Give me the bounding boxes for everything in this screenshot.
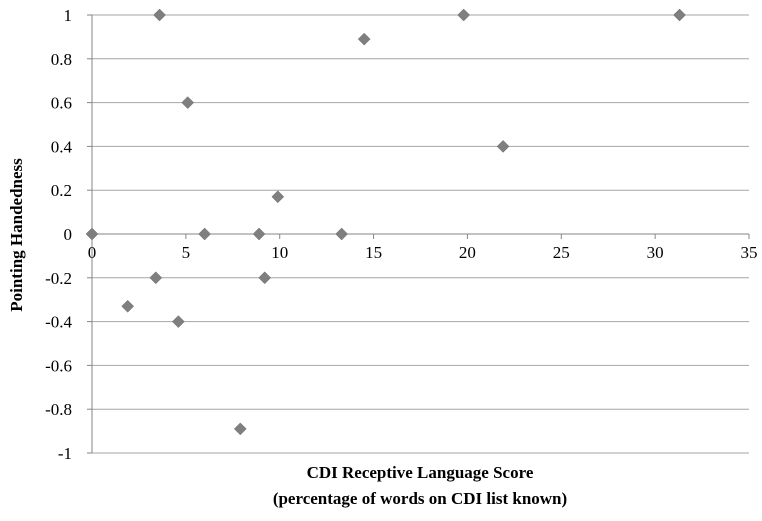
x-tick-label: 25 — [553, 243, 570, 262]
y-tick-label: -1 — [58, 444, 72, 463]
data-point — [496, 140, 510, 153]
data-point — [85, 227, 99, 241]
data-point — [457, 8, 471, 22]
x-tick-label: 35 — [741, 243, 758, 262]
data-point — [357, 32, 371, 46]
y-tick-label: 1 — [64, 6, 73, 25]
y-tick-label: 0 — [64, 225, 73, 244]
y-axis-title: Pointing Handedness — [7, 158, 26, 312]
x-axis-title-line2: (percentage of words on CDI list known) — [273, 489, 567, 508]
gridlines — [92, 14, 749, 454]
x-axis-title-line1: CDI Receptive Language Score — [307, 463, 534, 482]
x-tick-label: 0 — [88, 243, 97, 262]
x-tick-label: 20 — [459, 243, 476, 262]
y-tick-label: 0.2 — [51, 181, 72, 200]
axes — [87, 14, 750, 454]
y-tick-label: -0.2 — [45, 269, 72, 288]
data-point — [673, 8, 686, 22]
data-point — [252, 227, 266, 241]
data-point — [181, 96, 195, 109]
data-point — [258, 271, 272, 285]
data-point — [233, 422, 247, 436]
x-tick-label: 15 — [365, 243, 382, 262]
y-tick-label: 0.4 — [51, 137, 73, 156]
x-tick-labels: 0 5 10 15 20 25 30 35 — [88, 243, 758, 262]
data-point — [198, 227, 211, 241]
data-point — [271, 190, 285, 204]
y-tick-label: -0.4 — [45, 313, 72, 332]
y-tick-label: -0.6 — [45, 356, 72, 375]
y-tick-label: 0.8 — [51, 50, 72, 69]
data-point — [153, 8, 166, 22]
y-tick-label: 0.6 — [51, 94, 72, 113]
y-tick-labels: 1 0.8 0.6 0.4 0.2 0 -0.2 -0.4 -0.6 -0.8 -1 — [45, 6, 72, 463]
data-point — [149, 271, 163, 285]
x-tick-label: 10 — [271, 243, 288, 262]
data-point — [121, 299, 135, 313]
x-tick-label: 5 — [182, 243, 191, 262]
x-tick-label: 30 — [647, 243, 664, 262]
data-points — [85, 8, 686, 436]
data-point — [171, 315, 185, 328]
y-tick-label: -0.8 — [45, 400, 72, 419]
data-point — [335, 227, 349, 241]
